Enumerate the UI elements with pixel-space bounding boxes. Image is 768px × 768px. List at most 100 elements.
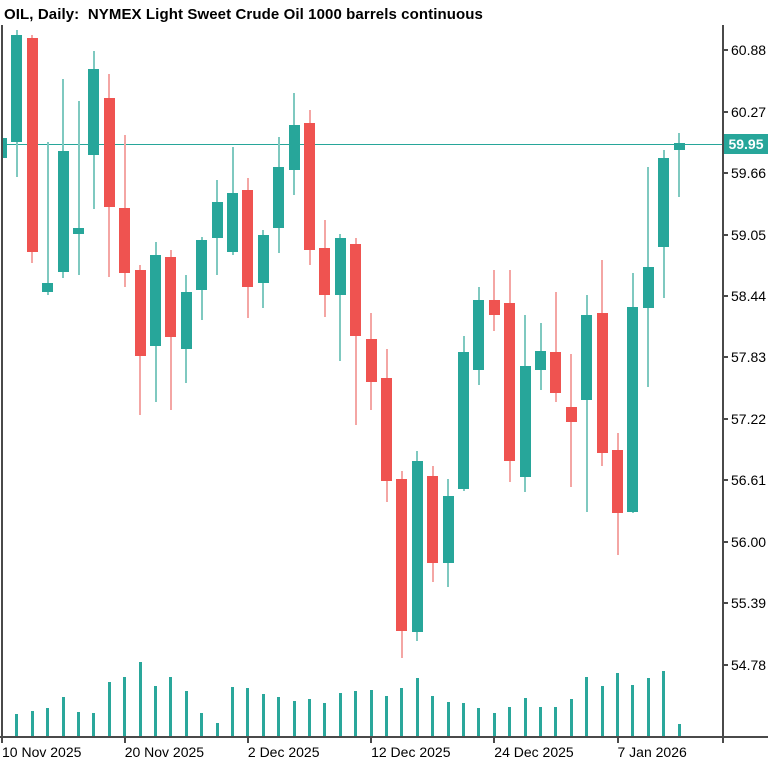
candle[interactable] — [612, 450, 623, 513]
current-price-line — [2, 143, 722, 145]
candle[interactable] — [73, 227, 84, 234]
candle[interactable] — [26, 38, 38, 252]
candle[interactable] — [150, 254, 161, 347]
candle[interactable] — [2, 137, 7, 159]
volume-bar — [123, 677, 127, 736]
date-label: 20 Nov 2025 — [124, 744, 205, 760]
price-tick — [722, 663, 728, 666]
volume-bar — [646, 678, 650, 736]
candle[interactable] — [396, 479, 408, 632]
volume-bar — [246, 688, 250, 736]
candle[interactable] — [627, 307, 639, 512]
volume-bar — [107, 682, 111, 736]
candle[interactable] — [581, 315, 593, 400]
candle[interactable] — [365, 339, 377, 382]
price-tick — [722, 356, 728, 359]
price-tick — [722, 479, 728, 482]
candle[interactable] — [227, 193, 238, 252]
volume-bar — [15, 714, 19, 736]
plot-area[interactable] — [2, 25, 722, 737]
candle-wick — [678, 132, 681, 198]
candle[interactable] — [88, 69, 100, 156]
candle[interactable] — [673, 142, 685, 151]
candle[interactable] — [504, 303, 516, 462]
candle[interactable] — [519, 365, 531, 478]
chart-title: OIL, Daily: NYMEX Light Sweet Crude Oil … — [4, 6, 483, 23]
date-label: 12 Dec 2025 — [371, 744, 451, 760]
candle[interactable] — [381, 377, 392, 482]
candle[interactable] — [180, 292, 192, 350]
volume-bar — [631, 685, 635, 736]
candle[interactable] — [458, 352, 469, 490]
candle[interactable] — [658, 158, 670, 247]
price-tick-label: 60.27 — [731, 103, 767, 120]
candle[interactable] — [596, 313, 608, 454]
price-tick-label: 56.61 — [731, 472, 767, 489]
price-tick — [722, 602, 728, 605]
right-axis-line — [722, 25, 724, 743]
volume-bar — [662, 671, 666, 736]
candle[interactable] — [42, 282, 54, 293]
volume-bar — [61, 697, 65, 736]
candle-wick — [585, 295, 588, 512]
candle-wick — [339, 233, 342, 362]
price-tick-label: 55.39 — [731, 595, 767, 612]
date-label: 24 Dec 2025 — [494, 744, 574, 760]
price-tick-label: 57.22 — [731, 410, 767, 427]
volume-bar — [508, 707, 512, 736]
candle[interactable] — [257, 234, 269, 283]
volume-bar — [292, 701, 296, 736]
candle[interactable] — [473, 300, 485, 370]
date-tick — [493, 736, 496, 743]
current-price-flag: 59.95 — [724, 134, 768, 154]
volume-bar — [184, 691, 188, 736]
volume-bar — [46, 708, 50, 736]
price-tick-label: 56.00 — [731, 533, 767, 550]
volume-bar — [677, 724, 681, 736]
volume-bar — [2, 721, 3, 736]
candle[interactable] — [334, 237, 346, 296]
volume-bar — [600, 686, 604, 736]
candle[interactable] — [319, 247, 331, 296]
candle[interactable] — [565, 406, 577, 422]
volume-bar — [338, 693, 342, 736]
candle[interactable] — [119, 208, 131, 273]
candle-wick — [554, 292, 557, 402]
date-label: 7 Jan 2026 — [617, 744, 687, 760]
candle[interactable] — [57, 151, 69, 272]
volume-bar — [462, 703, 465, 736]
candle[interactable] — [304, 122, 315, 250]
volume-bar — [77, 712, 80, 736]
candle[interactable] — [165, 256, 177, 338]
volume-bar — [446, 702, 450, 736]
candle[interactable] — [550, 352, 562, 393]
date-tick — [246, 736, 249, 743]
candle[interactable] — [535, 351, 546, 370]
candle[interactable] — [242, 190, 254, 287]
candle[interactable] — [211, 202, 223, 238]
candle[interactable] — [11, 35, 23, 142]
volume-bar — [277, 697, 281, 736]
candle-wick — [77, 100, 80, 275]
price-tick-label: 59.66 — [731, 165, 767, 182]
volume-bar — [138, 662, 142, 736]
candle[interactable] — [273, 167, 285, 228]
volume-bar — [92, 713, 96, 736]
candle[interactable] — [442, 496, 454, 563]
price-tick-label: 59.05 — [731, 226, 767, 243]
price-tick — [722, 172, 728, 175]
candle[interactable] — [350, 243, 362, 337]
candle[interactable] — [411, 461, 423, 633]
volume-bar — [616, 673, 619, 736]
candle[interactable] — [642, 266, 654, 309]
candle[interactable] — [196, 239, 208, 290]
candle[interactable] — [488, 300, 500, 316]
candle[interactable] — [427, 476, 439, 563]
candle[interactable] — [134, 269, 146, 357]
volume-bar — [369, 690, 373, 736]
volume-bar — [554, 707, 558, 736]
candle[interactable] — [288, 124, 300, 171]
volume-bar — [200, 713, 204, 736]
price-tick — [722, 417, 728, 420]
candle[interactable] — [103, 97, 115, 208]
